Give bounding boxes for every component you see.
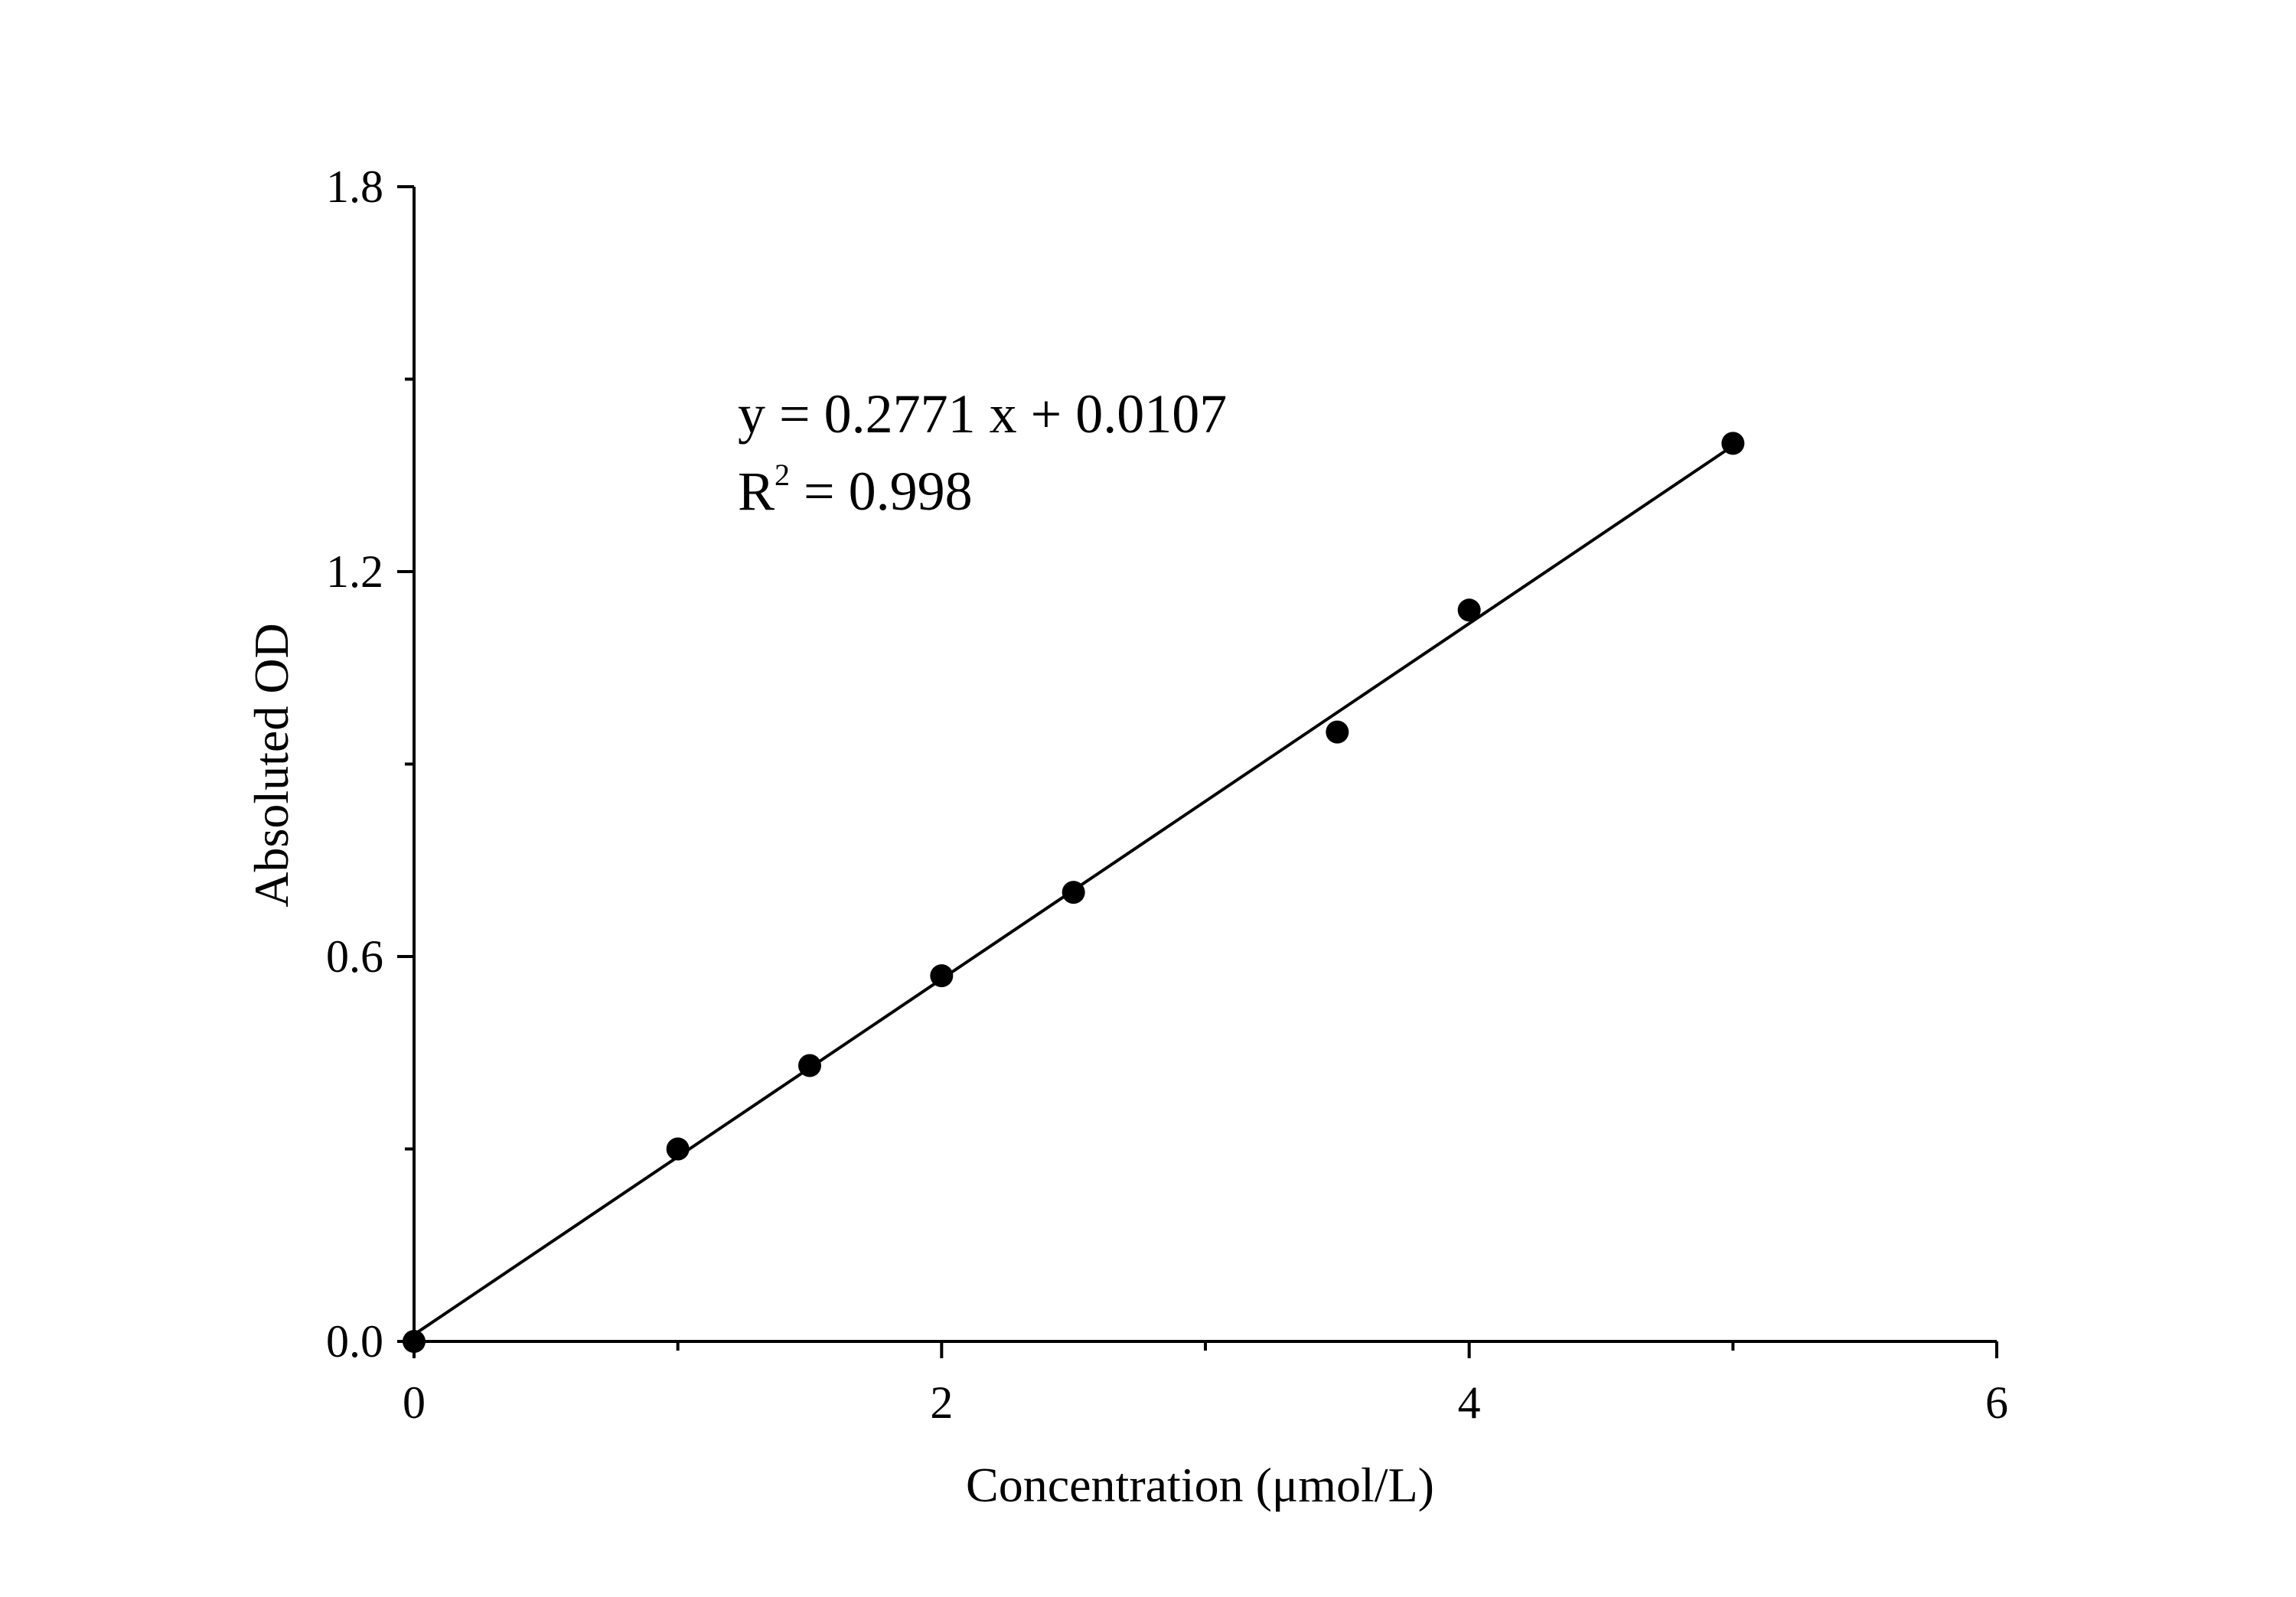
axes: 0 2 4 6 0.0 0.6 1.2 1.8 [326,161,2008,1428]
chart-text: Concentration (μmol/L) Absoluted OD y = … [244,383,1434,1512]
data-point [666,1137,690,1161]
y-tick-label: 0.0 [326,1316,383,1367]
data-point [1326,720,1349,744]
data-point [1457,598,1481,622]
data-point [403,1330,426,1353]
x-tick-label: 0 [403,1377,426,1428]
x-axis-title: Concentration (μmol/L) [966,1458,1434,1512]
r-squared-annotation: R2 = 0.998 [738,458,973,522]
r-squared-prefix: R [738,461,775,522]
data-point [1721,432,1745,455]
data-point [1062,881,1085,904]
y-tick-label: 1.2 [326,546,383,597]
y-tick-label: 1.8 [326,161,383,212]
equation-annotation: y = 0.2771 x + 0.0107 [738,383,1227,445]
data-point [798,1054,821,1077]
r-squared-value: = 0.998 [790,461,973,522]
x-tick-label: 4 [1458,1377,1481,1428]
x-tick-label: 6 [1985,1377,2008,1428]
y-axis-title: Absoluted OD [244,623,298,908]
r-squared-superscript: 2 [775,458,790,492]
x-tick-label: 2 [930,1377,953,1428]
y-tick-label: 0.6 [326,931,383,982]
data-point [930,964,954,988]
data-points [403,432,1745,1353]
